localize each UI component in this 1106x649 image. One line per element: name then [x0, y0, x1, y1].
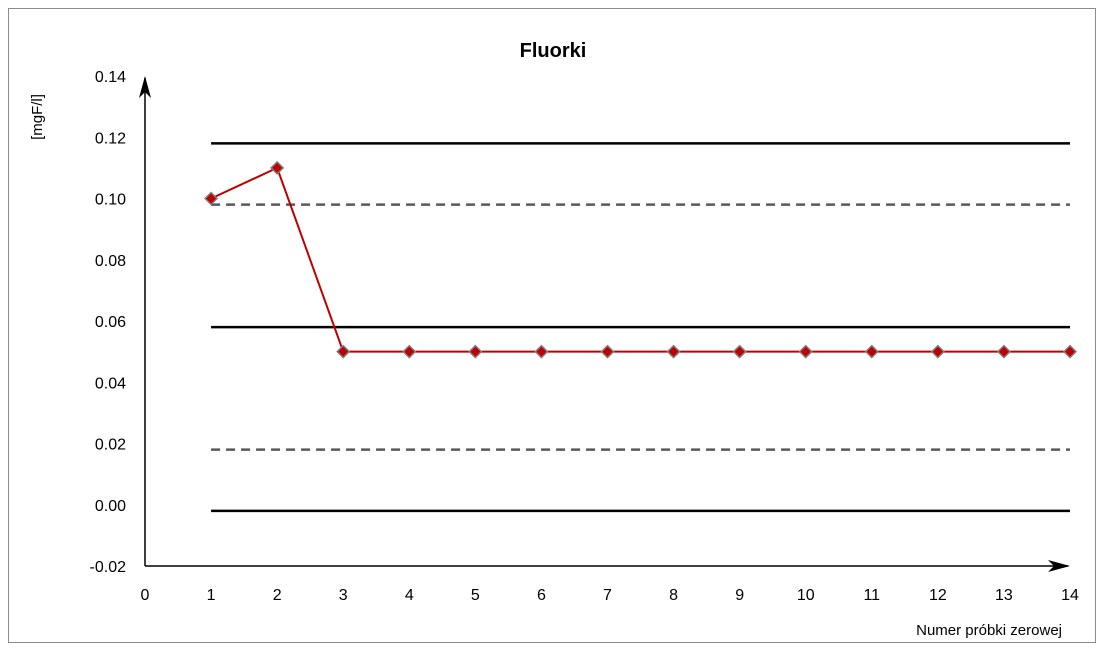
x-tick-label: 8	[669, 587, 678, 604]
data-point-marker	[732, 344, 747, 359]
y-tick-label: 0.00	[95, 498, 126, 515]
x-tick-label: 3	[339, 587, 348, 604]
x-tick-label: 10	[797, 587, 815, 604]
data-point-marker	[798, 344, 813, 359]
series-line	[210, 166, 1070, 353]
data-point-marker	[1062, 344, 1078, 359]
x-tick-label: 5	[471, 587, 480, 604]
y-tick-label: 0.14	[95, 69, 126, 86]
x-tick-label: 6	[537, 587, 546, 604]
data-point-marker	[930, 344, 945, 359]
data-point-marker	[402, 344, 417, 359]
x-tick-label: 13	[995, 587, 1013, 604]
x-tick-label: 4	[405, 587, 414, 604]
data-point-marker	[666, 344, 681, 359]
y-tick-labels: -0.02 0.00 0.02 0.04 0.06 0.08 0.10 0.12 0.14	[90, 69, 127, 576]
data-point-marker	[468, 344, 483, 359]
y-tick-label: 0.04	[95, 375, 126, 392]
x-tick-label: 7	[603, 587, 612, 604]
data-point-marker	[204, 191, 219, 206]
x-tick-label: 0	[141, 587, 150, 604]
data-point-marker	[600, 344, 615, 359]
x-tick-label: 9	[735, 587, 744, 604]
x-tick-label: 14	[1061, 587, 1079, 604]
x-axis-arrowhead	[1048, 560, 1070, 572]
x-tick-label: 12	[929, 587, 947, 604]
y-tick-label: 0.10	[95, 192, 126, 209]
y-axis-label: [mgF/l]	[29, 94, 46, 140]
data-point-marker	[996, 344, 1011, 359]
data-series	[204, 160, 1078, 359]
x-tick-labels: 0 1 2 3 4 5 6 7 8 9 10 11 12 13 14	[141, 587, 1079, 604]
x-tick-label: 11	[863, 587, 880, 604]
x-tick-label: 1	[207, 587, 216, 604]
chart-title: Fluorki	[520, 40, 587, 62]
x-axis-label: Numer próbki zerowej	[916, 622, 1062, 639]
data-point-marker	[864, 344, 879, 359]
y-tick-label: 0.06	[95, 314, 126, 331]
chart-frame	[8, 8, 1096, 643]
y-tick-label: 0.02	[95, 437, 126, 454]
y-tick-label: 0.12	[95, 130, 126, 147]
y-axis-arrowhead	[139, 76, 151, 98]
y-tick-label: -0.02	[90, 559, 127, 576]
data-point-marker	[270, 160, 285, 175]
reference-lines	[211, 142, 1070, 513]
axes	[139, 76, 1070, 572]
data-point-marker	[534, 344, 549, 359]
x-tick-label: 2	[273, 587, 282, 604]
y-tick-label: 0.08	[95, 253, 126, 270]
data-point-marker	[336, 344, 351, 359]
